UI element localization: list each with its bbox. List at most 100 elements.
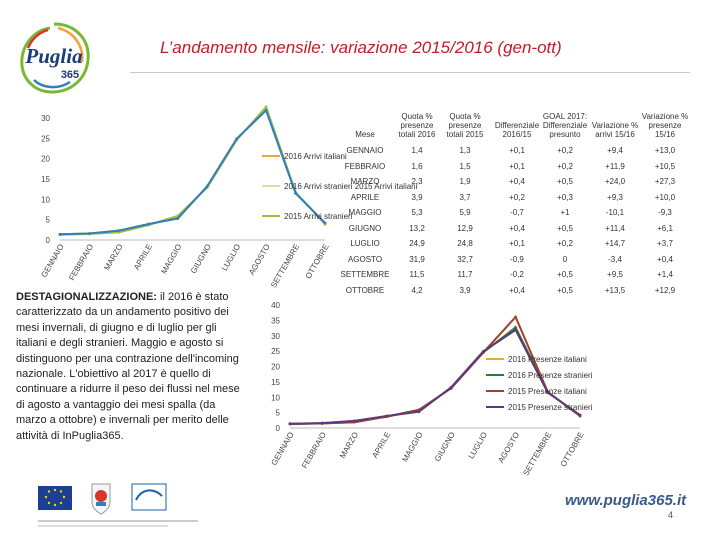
table-row-label: AGOSTO	[347, 254, 383, 264]
table-row-label: OTTOBRE	[345, 285, 385, 295]
regione-puglia-crest-icon	[91, 483, 111, 515]
data-point	[288, 422, 292, 426]
table-cell: +10,5	[654, 161, 676, 171]
table-header-cell: 15/16	[654, 130, 676, 139]
x-tick-label: AGOSTO	[247, 243, 272, 277]
data-point	[514, 315, 517, 319]
table-row-label: APRILE	[350, 192, 380, 202]
data-point	[514, 326, 517, 329]
x-tick-label: GIUGNO	[433, 431, 457, 464]
table-cell: -9,3	[658, 208, 672, 217]
legend-entry: 2015 Presenze stranieri	[508, 403, 593, 412]
table-cell: +0,5	[557, 285, 573, 295]
table-cell: +1	[560, 208, 570, 217]
table-cell: +3,7	[657, 239, 673, 248]
table-header-cell: Quota %	[449, 112, 481, 121]
table-cell: +0,5	[557, 223, 573, 233]
table-header-cell: totali 2016	[398, 130, 436, 139]
table-cell: 5,9	[459, 208, 471, 217]
legend-entry: 2015 Arrivi stranieri	[284, 212, 353, 221]
y-tick-label: 5	[276, 409, 281, 418]
table-header-cell: Variazione %	[591, 121, 639, 130]
table-cell: +9,5	[607, 270, 623, 279]
table-cell: +0,4	[509, 177, 525, 186]
table-header-cell: presenze	[448, 121, 482, 130]
puglia-promozione-logo	[131, 483, 167, 511]
table-cell: +0,1	[509, 161, 525, 171]
x-tick-label: APRILE	[132, 243, 154, 272]
presenze-line-chart: 0 5 10 15 20 25 30 35 40 GENNAIO FEBBRAIO MARZO APRI…	[269, 301, 593, 478]
table-row-label: MAGGIO	[348, 208, 382, 217]
table-cell: +0,1	[509, 146, 525, 155]
table-cell: +0,2	[509, 192, 525, 202]
table-row-label: GENNAIO	[346, 146, 384, 155]
table-header-cell: Variazione %	[641, 112, 689, 121]
table-cell: 4,2	[411, 285, 423, 295]
data-point	[353, 419, 356, 423]
table-cell: +0,4	[509, 223, 525, 233]
series-line	[289, 328, 581, 425]
table-cell: 5,3	[411, 208, 423, 217]
table-header-cell: totali 2015	[446, 130, 484, 139]
y-tick-label: 0	[46, 236, 51, 245]
legend-entry: 2015 Presenze italiani	[508, 387, 587, 396]
table-cell: +14,7	[604, 239, 626, 248]
data-point	[546, 391, 550, 395]
table-header-cell: 2016/15	[502, 130, 532, 139]
table-cell: +0,5	[557, 177, 573, 186]
page-title: L’andamento mensile: variazione 2015/201…	[160, 38, 562, 57]
table-cell: 11,5	[409, 270, 425, 279]
description-heading: DESTAGIONALIZZAZIONE:	[16, 291, 157, 303]
table-cell: -10,1	[605, 208, 625, 217]
table-cell: 2,3	[411, 177, 423, 186]
x-tick-label: GIUGNO	[189, 243, 213, 276]
table-cell: +11,4	[605, 223, 625, 233]
y-tick-label: 15	[271, 378, 280, 387]
series-line	[59, 108, 326, 236]
website-url[interactable]: www.puglia365.it	[565, 492, 687, 509]
legend-entry: 2016 Presenze stranieri	[508, 371, 593, 380]
x-tick-label: FEBBRAIO	[67, 243, 95, 283]
data-table: Mese Quota % presenze totali 2016 Quota % pre…	[341, 112, 715, 302]
table-cell: +0,1	[509, 239, 525, 248]
y-tick-label: 20	[271, 363, 280, 372]
x-tick-label: SETTEMBRE	[521, 431, 553, 478]
puglia-365-logo: Puglia 365	[14, 18, 94, 98]
title-divider	[130, 72, 690, 73]
table-header-cell: Quota %	[401, 112, 433, 121]
x-tick-label: OTTOBRE	[304, 243, 331, 281]
table-cell: 24,9	[409, 239, 425, 248]
table-cell: +9,4	[607, 146, 623, 155]
table-cell: -3,4	[608, 254, 622, 264]
x-tick-label: MAGGIO	[400, 431, 424, 464]
data-point	[58, 232, 62, 236]
table-cell: 24,8	[457, 239, 473, 248]
legend-entry: 2016 Arrivi stranieri 2015 Arrivi italia…	[284, 182, 418, 191]
table-cell: +1,4	[657, 270, 673, 279]
x-tick-label: FEBBRAIO	[300, 431, 328, 471]
table-cell: -0,2	[510, 270, 524, 279]
x-tick-label: AGOSTO	[496, 431, 521, 465]
y-tick-label: 25	[271, 347, 280, 356]
header: Puglia 365 L’andamento mensile: variazio…	[0, 0, 720, 100]
x-tick-label: LUGLIO	[467, 431, 489, 461]
footer-logos	[28, 478, 228, 538]
y-tick-label: 0	[276, 424, 281, 433]
table-header-cell: presenze	[648, 121, 682, 130]
x-tick-label: MARZO	[338, 431, 360, 461]
table-cell: 1,6	[411, 161, 423, 171]
table-cell: +10,0	[654, 192, 676, 202]
table-header-cell: presenze	[400, 121, 434, 130]
x-tick-label: GENNAIO	[269, 431, 295, 467]
legend-entry: 2016 Arrivi italiani	[284, 152, 347, 161]
data-point	[385, 414, 389, 418]
table-cell: +24,0	[604, 177, 626, 186]
table-header-cell: GOAL 2017:	[542, 112, 588, 121]
y-tick-label: 5	[46, 216, 51, 225]
table-cell: -0,7	[510, 208, 524, 217]
data-point	[88, 232, 91, 235]
table-cell: 1,4	[411, 146, 423, 155]
table-cell: -0,9	[510, 254, 524, 264]
y-tick-label: 10	[41, 195, 50, 204]
